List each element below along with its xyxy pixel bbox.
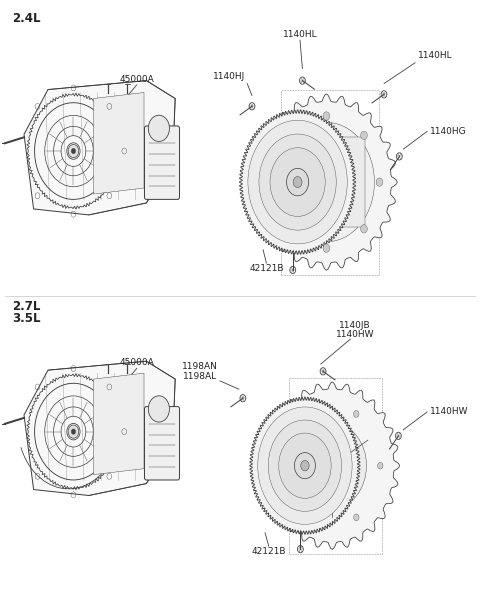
Circle shape	[360, 131, 367, 140]
Text: 3.5L: 3.5L	[12, 312, 40, 325]
Circle shape	[354, 411, 359, 417]
Text: 42121B: 42121B	[252, 547, 286, 556]
Text: 1140HW: 1140HW	[430, 407, 468, 417]
Circle shape	[360, 224, 367, 233]
Circle shape	[270, 178, 276, 186]
Circle shape	[301, 460, 309, 471]
Circle shape	[376, 178, 383, 186]
Circle shape	[354, 514, 359, 521]
Circle shape	[294, 453, 315, 479]
Circle shape	[71, 148, 76, 154]
Circle shape	[279, 433, 331, 498]
Circle shape	[306, 411, 311, 417]
Text: 2.7L: 2.7L	[12, 300, 40, 313]
Polygon shape	[265, 382, 399, 549]
Circle shape	[71, 429, 76, 435]
Polygon shape	[94, 373, 144, 475]
FancyBboxPatch shape	[144, 126, 180, 199]
Circle shape	[298, 423, 367, 508]
Polygon shape	[240, 110, 356, 254]
Polygon shape	[94, 93, 144, 194]
FancyBboxPatch shape	[144, 407, 180, 480]
Circle shape	[286, 131, 292, 140]
Polygon shape	[278, 122, 374, 242]
Text: 1140JB: 1140JB	[339, 321, 371, 330]
Circle shape	[282, 462, 287, 469]
Polygon shape	[307, 137, 365, 227]
Circle shape	[293, 177, 302, 187]
Text: 1140HG: 1140HG	[430, 127, 466, 136]
Polygon shape	[24, 361, 175, 496]
Circle shape	[259, 134, 336, 230]
Circle shape	[248, 121, 348, 244]
Text: 1198AL: 1198AL	[183, 372, 217, 381]
Text: 1140HW: 1140HW	[336, 330, 374, 339]
Circle shape	[323, 244, 330, 253]
Circle shape	[268, 420, 342, 511]
Circle shape	[148, 396, 169, 422]
Circle shape	[378, 462, 383, 469]
Circle shape	[306, 514, 311, 521]
Polygon shape	[24, 81, 175, 215]
Text: 2.4L: 2.4L	[12, 12, 40, 25]
Text: 1140HL: 1140HL	[283, 30, 317, 39]
Circle shape	[68, 144, 79, 158]
Text: 45000A: 45000A	[120, 358, 154, 367]
Circle shape	[286, 224, 292, 233]
Circle shape	[68, 425, 79, 438]
Text: 42121B: 42121B	[249, 264, 284, 273]
Text: 1140HL: 1140HL	[418, 51, 452, 60]
Circle shape	[258, 407, 352, 524]
Text: 45000A: 45000A	[120, 75, 154, 84]
Circle shape	[323, 112, 330, 120]
Circle shape	[148, 115, 169, 141]
Circle shape	[287, 168, 309, 196]
Polygon shape	[250, 397, 360, 534]
Text: 1198AN: 1198AN	[181, 362, 217, 371]
Polygon shape	[255, 94, 397, 270]
Text: 1140HJ: 1140HJ	[213, 72, 245, 81]
Circle shape	[270, 148, 325, 217]
